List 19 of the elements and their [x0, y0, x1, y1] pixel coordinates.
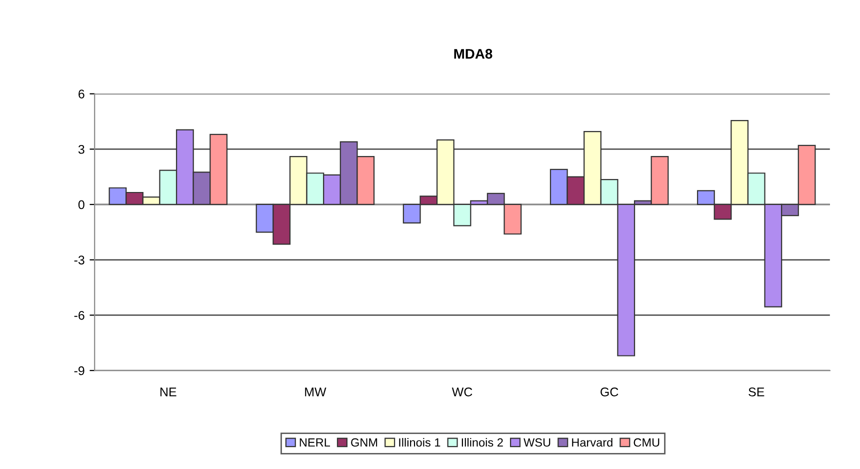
- legend-label: NERL: [300, 438, 330, 447]
- y-tick-label: 3: [78, 144, 84, 154]
- legend-label: GNM: [351, 438, 378, 447]
- legend-label: WSU: [524, 438, 550, 447]
- x-tick-label: MW: [305, 388, 326, 396]
- y-tick-label: 0: [78, 200, 84, 210]
- y-tick-label: -6: [74, 310, 84, 320]
- y-tick-label: 6: [78, 90, 84, 98]
- x-tick-label: GC: [600, 388, 618, 396]
- legend-label: Harvard: [572, 438, 612, 447]
- x-tick-label: SE: [748, 388, 764, 396]
- x-tick-label: WC: [452, 388, 472, 396]
- x-tick-label: NE: [160, 388, 176, 396]
- chart-title: MDA8: [454, 48, 492, 59]
- y-tick-label: -9: [74, 366, 84, 376]
- legend-label: Illinois 1: [399, 438, 440, 447]
- legend-label: CMU: [634, 438, 660, 447]
- legend-label: Illinois 2: [462, 438, 503, 447]
- y-tick-label: -3: [74, 256, 84, 264]
